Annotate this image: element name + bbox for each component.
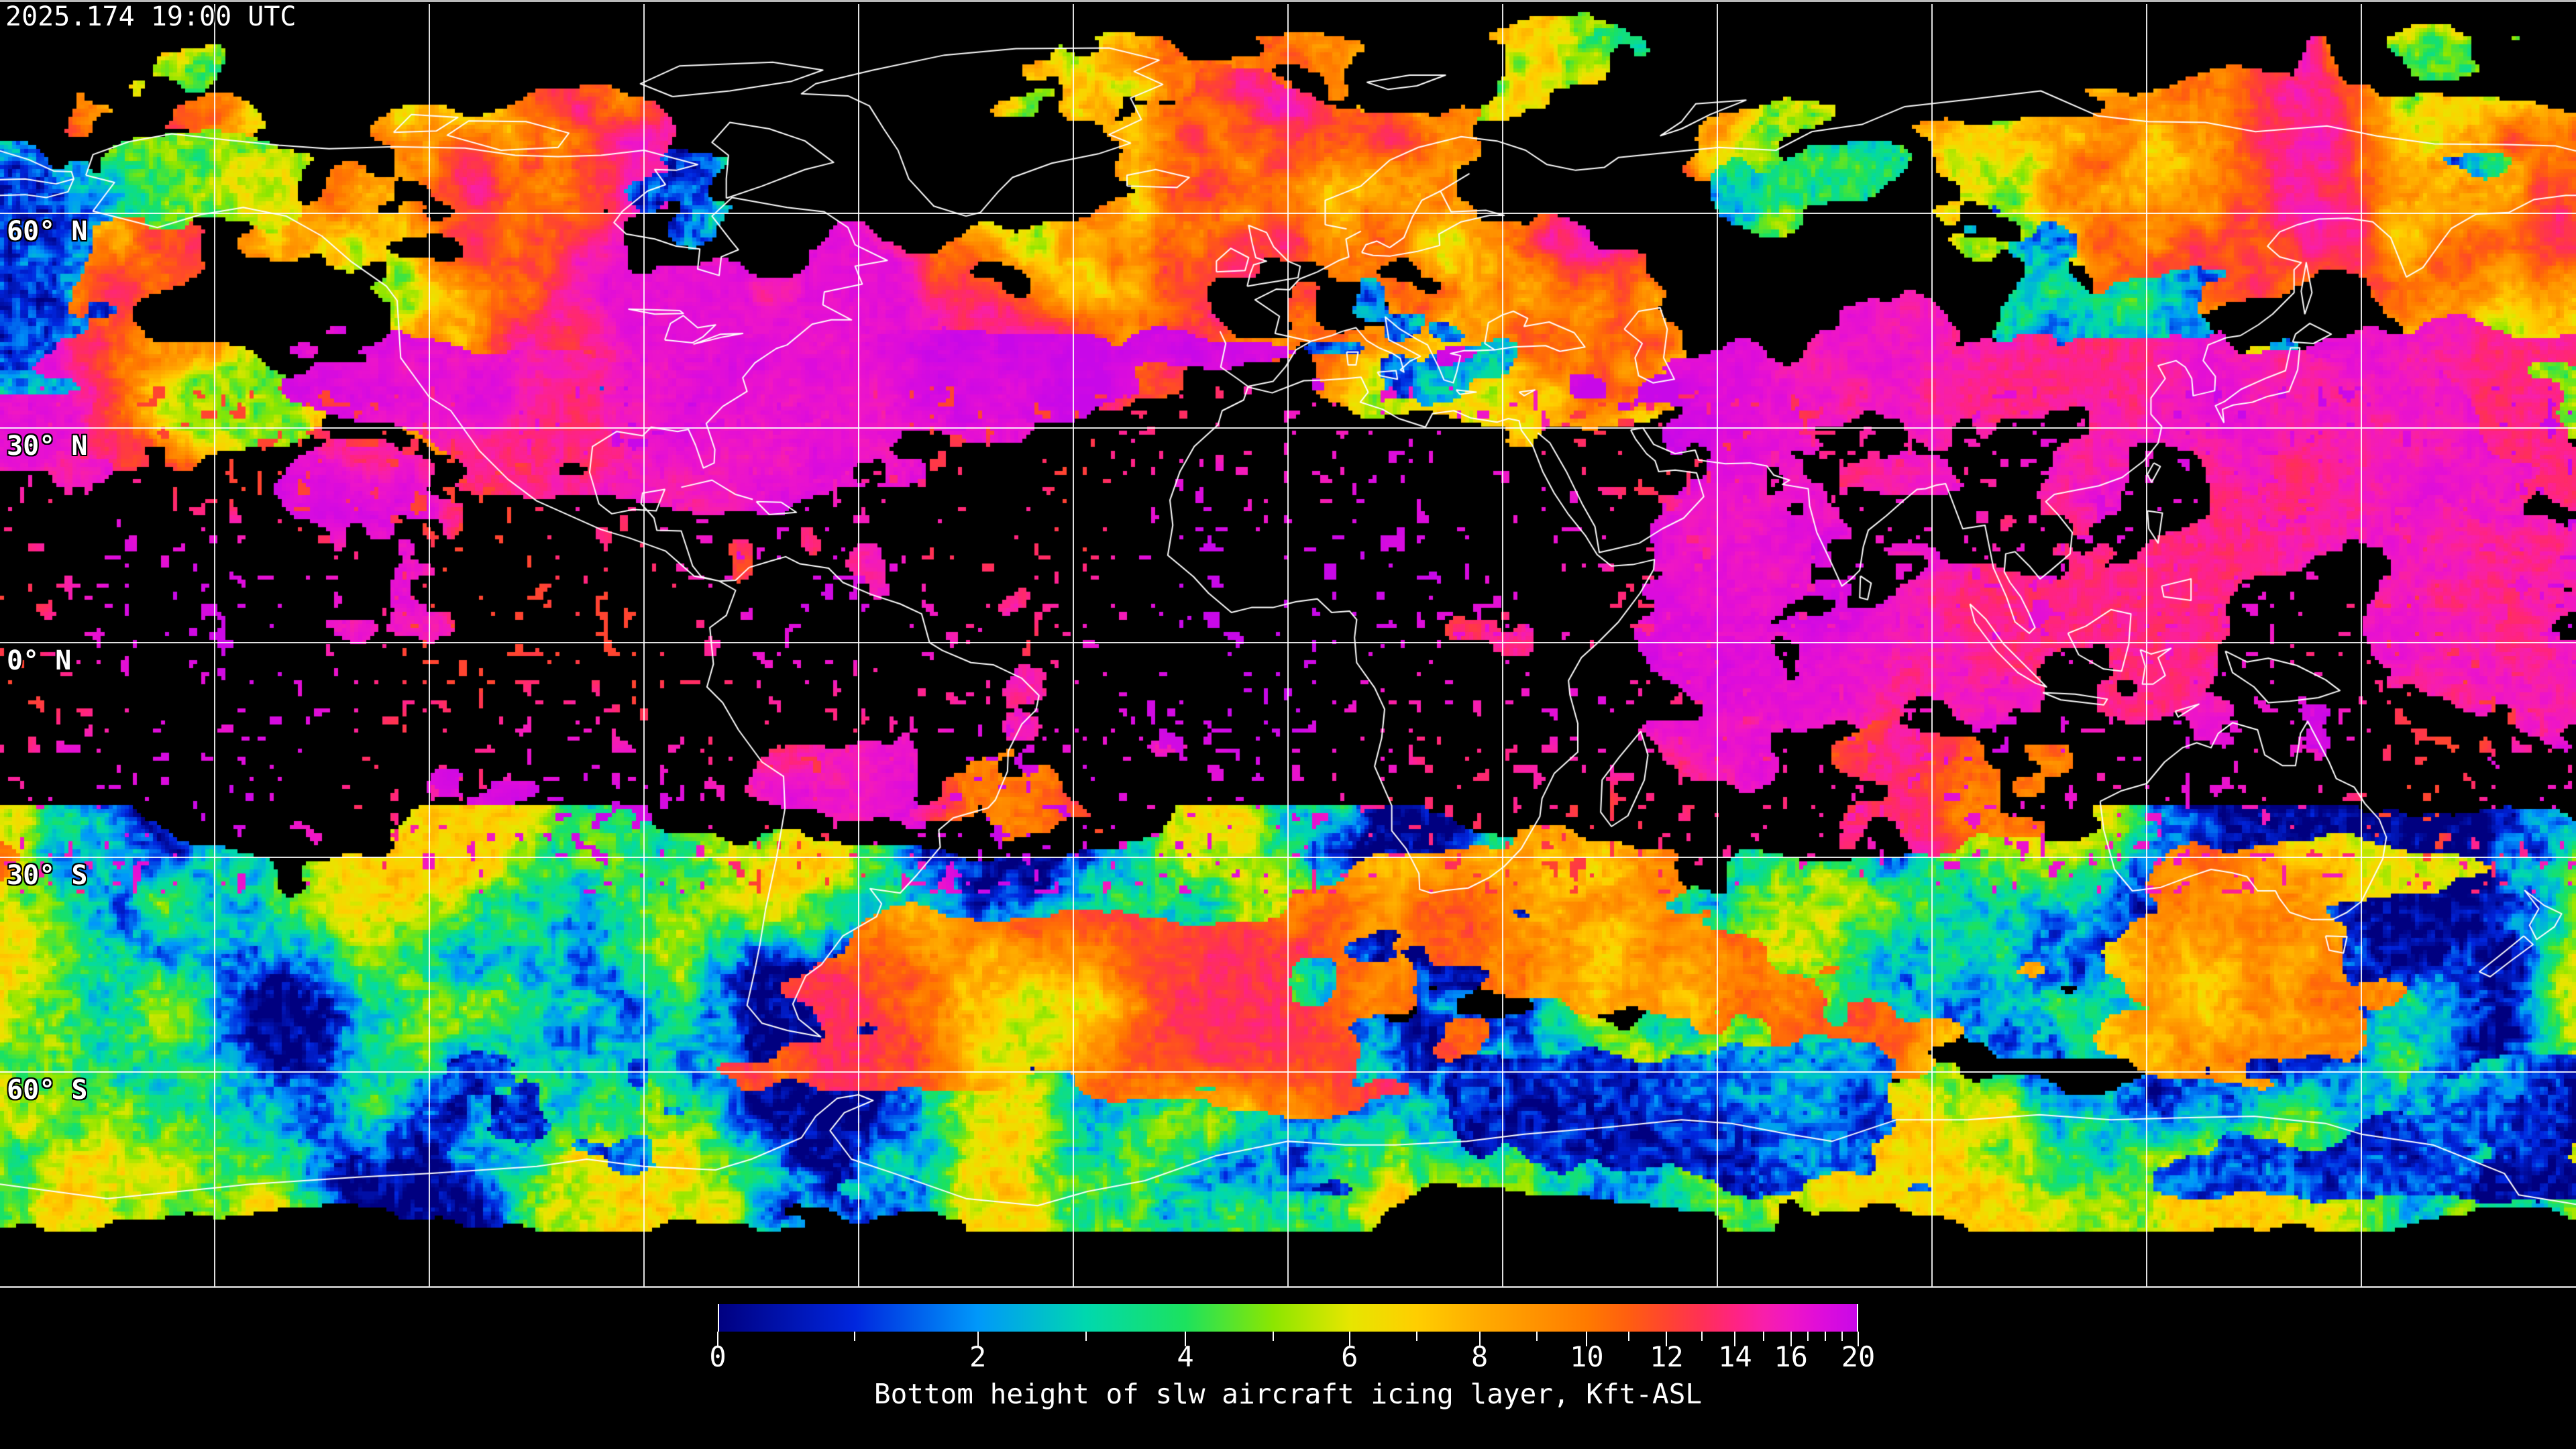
colorbar-tick	[1085, 1332, 1087, 1341]
colorbar-tick	[1666, 1332, 1668, 1346]
colorbar-tick-label: 20	[1841, 1340, 1876, 1373]
colorbar-tick-label: 16	[1774, 1340, 1808, 1373]
latitude-label: 60° N	[7, 216, 88, 247]
colorbar-tick-label: 10	[1570, 1340, 1604, 1373]
longitude-gridline	[214, 4, 215, 1287]
colorbar-tick	[1416, 1332, 1418, 1341]
colorbar-right-edge	[1857, 1304, 1858, 1332]
longitude-gridline	[643, 4, 645, 1287]
colorbar-tick	[1701, 1332, 1703, 1341]
colorbar-tick	[1536, 1332, 1538, 1341]
longitude-gridline	[2361, 4, 2362, 1287]
colorbar-tick	[1841, 1332, 1843, 1341]
latitude-gridline	[0, 427, 2576, 429]
colorbar-tick-label: 0	[709, 1340, 727, 1373]
colorbar-tick	[1586, 1332, 1588, 1346]
longitude-gridline	[1717, 4, 1718, 1287]
colorbar-tick-label: 6	[1341, 1340, 1358, 1373]
colorbar-tick-label: 2	[969, 1340, 987, 1373]
colorbar-tick	[1348, 1332, 1350, 1346]
longitude-gridline	[1502, 4, 1503, 1287]
latitude-gridline	[0, 857, 2576, 858]
colorbar-tick-label: 4	[1177, 1340, 1194, 1373]
longitude-gridline	[1073, 4, 1074, 1287]
latitude-gridline	[0, 213, 2576, 214]
latitude-gridline	[0, 642, 2576, 643]
latitude-label: 0° N	[7, 645, 72, 676]
colorbar-tick	[1185, 1332, 1186, 1346]
colorbar-tick	[1858, 1332, 1859, 1346]
colorbar-tick-label: 12	[1650, 1340, 1684, 1373]
colorbar-tick	[1628, 1332, 1630, 1341]
map-bottom-border	[0, 1286, 2576, 1288]
colorbar-caption: Bottom height of slw aircraft icing laye…	[873, 1378, 1703, 1410]
timestamp-label: 2025.174 19:00 UTC	[5, 1, 297, 32]
graticule	[0, 4, 2576, 1287]
colorbar-tick	[1479, 1332, 1481, 1346]
colorbar-tick	[1790, 1332, 1792, 1346]
colorbar-tick	[1807, 1332, 1809, 1341]
longitude-gridline	[858, 4, 859, 1287]
colorbar-tick-label: 14	[1718, 1340, 1752, 1373]
latitude-labels: 60° N 30° N 0° N 30° S 60° S	[7, 216, 88, 1106]
colorbar-tick	[854, 1332, 855, 1341]
colorbar-tick	[1824, 1332, 1826, 1341]
latitude-gridline	[0, 1071, 2576, 1073]
latitude-label: 30° N	[7, 431, 88, 462]
colorbar-tick	[717, 1332, 718, 1346]
longitude-gridline	[1931, 4, 1933, 1287]
colorbar-tick	[977, 1332, 979, 1346]
colorbar-tick	[1734, 1332, 1736, 1346]
longitude-gridline	[1287, 4, 1289, 1287]
latitude-label: 30° S	[7, 860, 88, 891]
latitude-label: 60° S	[7, 1075, 88, 1106]
colorbar	[718, 1304, 1858, 1332]
colorbar-tick	[1272, 1332, 1274, 1341]
colorbar-tick-label: 8	[1470, 1340, 1489, 1373]
longitude-gridline	[429, 4, 430, 1287]
longitude-gridline	[2146, 4, 2147, 1287]
colorbar-left-edge	[718, 1304, 719, 1332]
map-top-border	[0, 0, 2576, 2]
colorbar-tick	[1762, 1332, 1764, 1341]
